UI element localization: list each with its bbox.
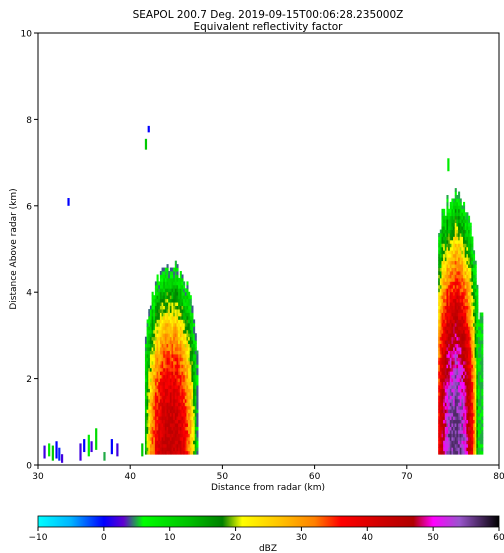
scatter-echo — [144, 138, 148, 150]
x-tick-label: 80 — [493, 472, 504, 482]
y-tick-label: 8 — [26, 116, 32, 126]
colorbar-tick-label: 20 — [230, 533, 242, 543]
colorbar-tick-label: 10 — [164, 533, 176, 543]
y-axis: 0 2 4 6 8 10 — [21, 30, 38, 472]
scatter-echo — [67, 198, 70, 206]
scatter-echo — [90, 441, 93, 453]
scatter-echo — [95, 428, 98, 450]
chart-title: SEAPOL 200.7 Deg. 2019-09-15T00:06:28.23… — [133, 9, 404, 21]
scatter-echo — [147, 125, 150, 133]
y-tick-label: 4 — [26, 289, 32, 299]
colorbar-tick-label: 50 — [427, 533, 439, 543]
x-tick-label: 50 — [217, 472, 229, 482]
scatter-echo — [55, 441, 58, 459]
scatter-echo — [141, 443, 144, 457]
colorbar-axis: −10 0 10 20 30 40 50 60 — [29, 527, 504, 543]
colorbar-tick-label: 0 — [101, 533, 107, 543]
y-tick-label: 2 — [26, 375, 32, 385]
x-tick-label: 30 — [32, 472, 44, 482]
scatter-echo — [51, 445, 54, 461]
scatter-echo — [60, 454, 64, 463]
colorbar-tick-label: 30 — [296, 533, 308, 543]
scatter-echo — [58, 447, 61, 461]
echo-right-storm-core — [438, 188, 484, 455]
colorbar-tick-label: −10 — [29, 533, 48, 543]
echo-left-storm-core — [144, 260, 199, 455]
scatter-echo — [87, 434, 90, 457]
scatter-echo — [79, 443, 82, 461]
x-axis: 30 40 50 60 70 80 — [32, 465, 504, 482]
scatter-echo — [447, 158, 450, 172]
colorbar-tick-label: 60 — [493, 533, 504, 543]
scatter-echo — [103, 452, 106, 461]
x-tick-label: 60 — [309, 472, 321, 482]
scatter-echo — [116, 443, 119, 457]
x-axis-label: Distance from radar (km) — [211, 483, 325, 493]
colorbar-tick-label: 40 — [362, 533, 374, 543]
scatter-echo — [48, 443, 51, 457]
scatter-echo — [83, 439, 86, 453]
colorbar — [37, 515, 500, 528]
chart-subtitle: Equivalent reflectivity factor — [194, 21, 344, 33]
y-tick-label: 6 — [26, 202, 32, 212]
scatter-echo — [43, 445, 46, 459]
colorbar-label: dBZ — [259, 544, 277, 553]
x-tick-label: 70 — [401, 472, 413, 482]
plot-area — [43, 125, 484, 463]
scatter-echo — [110, 439, 113, 455]
y-tick-label: 10 — [21, 30, 33, 40]
x-tick-label: 40 — [124, 472, 136, 482]
plot-frame — [37, 32, 500, 466]
y-tick-label: 0 — [26, 462, 32, 472]
y-axis-label: Distance Above radar (km) — [9, 188, 19, 309]
